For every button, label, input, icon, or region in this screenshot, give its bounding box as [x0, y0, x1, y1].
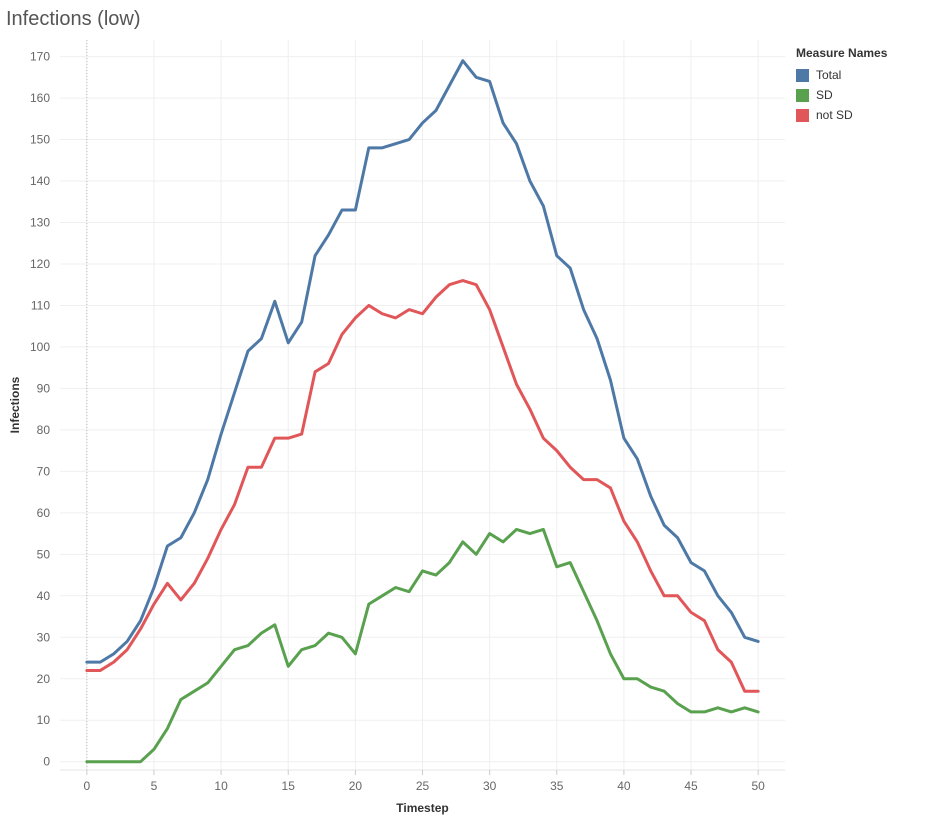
legend-label-total: Total	[816, 68, 842, 82]
y-tick-label: 40	[37, 589, 51, 603]
y-tick-label: 170	[30, 50, 50, 64]
y-tick-label: 100	[30, 340, 50, 354]
x-tick-label: 50	[751, 779, 765, 793]
series-line-total	[85, 59, 760, 664]
y-tick-label: 80	[37, 423, 51, 437]
y-tick-label: 60	[37, 506, 51, 520]
legend-item-not-sd[interactable]: not SD	[796, 105, 887, 125]
x-tick-label: 20	[349, 779, 363, 793]
y-tick-label: 0	[43, 755, 50, 769]
x-tick-label: 45	[684, 779, 698, 793]
x-tick-label: 15	[282, 779, 296, 793]
y-tick-label: 120	[30, 257, 50, 271]
y-tick-label: 150	[30, 133, 50, 147]
x-tick-label: 0	[84, 779, 91, 793]
y-tick-label: 30	[37, 630, 51, 644]
y-tick-label: 10	[37, 713, 51, 727]
y-tick-label: 90	[37, 381, 51, 395]
series-line-sd	[85, 527, 760, 764]
legend-item-sd[interactable]: SD	[796, 85, 887, 105]
x-tick-label: 40	[617, 779, 631, 793]
legend-title: Measure Names	[796, 46, 888, 60]
legend-swatch-total	[796, 68, 809, 82]
legend-label-not-sd: not SD	[816, 108, 853, 122]
legend-item-total[interactable]: Total	[796, 65, 887, 85]
x-tick-label: 25	[416, 779, 430, 793]
chart-title: Infections (low)	[6, 8, 141, 30]
x-tick-label: 35	[550, 779, 564, 793]
y-tick-label: 20	[37, 672, 51, 686]
y-tick-label: 140	[30, 174, 50, 188]
legend-swatch-sd	[796, 88, 809, 102]
y-tick-label: 70	[37, 464, 51, 478]
legend-swatch-not-sd	[796, 108, 809, 122]
series-line-not-sd	[85, 279, 760, 693]
x-axis-label: Timestep	[396, 801, 448, 815]
legend: Measure Names Total SD not SD	[796, 46, 887, 125]
x-tick-label: 5	[151, 779, 158, 793]
y-axis-label: Infections	[8, 376, 22, 433]
y-tick-label: 50	[37, 547, 51, 561]
y-tick-label: 130	[30, 216, 50, 230]
x-tick-label: 10	[214, 779, 228, 793]
y-tick-label: 160	[30, 91, 50, 105]
x-tick-label: 30	[483, 779, 497, 793]
legend-label-sd: SD	[816, 88, 833, 102]
y-tick-label: 110	[31, 298, 50, 312]
